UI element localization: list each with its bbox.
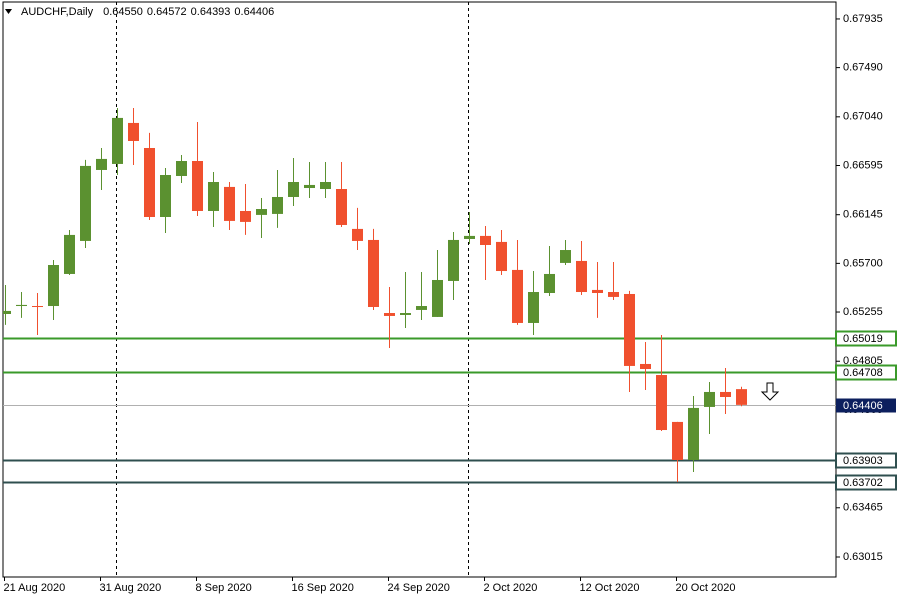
level-label: 0.65019 [843,333,883,345]
level-label-box [835,330,897,347]
candle-body [672,421,683,460]
candle-body [640,363,651,370]
candle-body [480,235,491,245]
y-tick-label: 0.67040 [843,111,883,123]
candle-body [240,210,251,222]
x-tick-label: 24 Sep 2020 [388,582,450,594]
last-price-box [836,398,896,413]
candle-body [80,165,91,241]
plot-layer [3,107,836,484]
candle-body [448,239,459,281]
candle-body [368,239,379,307]
y-tick-label: 0.67490 [843,62,883,74]
candle-body [16,304,27,307]
candle-body [96,158,107,170]
candle-body [576,260,587,293]
y-tick-label: 0.66595 [843,159,883,171]
level-label: 0.63702 [843,477,883,489]
x-tick-label: 16 Sep 2020 [292,582,354,594]
candle-body [48,265,59,307]
chart-title: AUDCHF,Daily 0.64550 0.64572 0.64393 0.64406 [21,6,274,18]
plot-area [2,1,837,578]
candle-body [464,235,475,239]
y-tick-label: 0.65700 [843,257,883,269]
candle-body [208,182,219,211]
candle-body [384,313,395,316]
menu-triangle [5,9,12,14]
candle-body [3,310,11,314]
y-tick-label: 0.63015 [843,551,883,563]
ohlc-value: 0.64406 [234,6,274,18]
level-label-box [835,452,897,469]
candle-body [720,391,731,397]
candle-body [704,391,715,407]
candle-body [592,289,603,293]
level-label-box [835,364,897,381]
ohlc-value: 0.64572 [147,6,187,18]
axis-layer: 0.67935 0.67490 0.67040 0.66595 0.66145 0.657… [4,13,897,594]
candle-body [256,209,267,215]
candle-body [112,117,123,164]
candle-body [144,147,155,217]
candle-body [224,186,235,221]
candle-body [416,306,427,310]
level-label: 0.64708 [843,367,883,379]
candle-body [336,189,347,225]
candle-body [160,175,171,217]
x-tick-label: 12 Oct 2020 [580,582,640,594]
candle-body [496,241,507,272]
last-price-label: 0.64406 [843,400,883,412]
candle-body [736,389,747,405]
x-tick-label: 21 Aug 2020 [4,582,66,594]
candle-body [352,228,363,241]
ohlc-value: 0.64550 [103,6,143,18]
candle-body [608,292,619,297]
candle-body [400,313,411,315]
candle-body [176,161,187,176]
y-tick-label: 0.66145 [843,209,883,221]
level-label: 0.63903 [843,455,883,467]
y-tick-label: 0.67935 [843,13,883,25]
candle-body [544,273,555,293]
candle-body [688,407,699,460]
candle-body [432,279,443,317]
sell-arrow [760,382,780,401]
candle-body [656,375,667,431]
y-tick-label: 0.64805 [843,355,883,367]
candle-body [528,292,539,323]
x-tick-label: 8 Sep 2020 [196,582,252,594]
candle-body [304,184,315,189]
candle-body [512,269,523,323]
candle-body [288,182,299,197]
symbol: AUDCHF,Daily [21,6,94,18]
candle-body [624,293,635,366]
y-tick-label: 0.63465 [843,502,883,514]
y-tick-label: 0.65255 [843,306,883,318]
x-tick-label: 31 Aug 2020 [100,582,162,594]
candle-body [560,250,571,263]
candle-body [64,234,75,274]
candle-body [192,161,203,211]
candle-body [128,122,139,141]
candle-body [32,306,43,308]
level-label-box [835,474,897,491]
x-tick-label: 20 Oct 2020 [676,582,736,594]
candle-body [272,196,283,214]
candle-body [320,182,331,190]
x-tick-label: 2 Oct 2020 [484,582,538,594]
ohlc-value: 0.64393 [191,6,231,18]
